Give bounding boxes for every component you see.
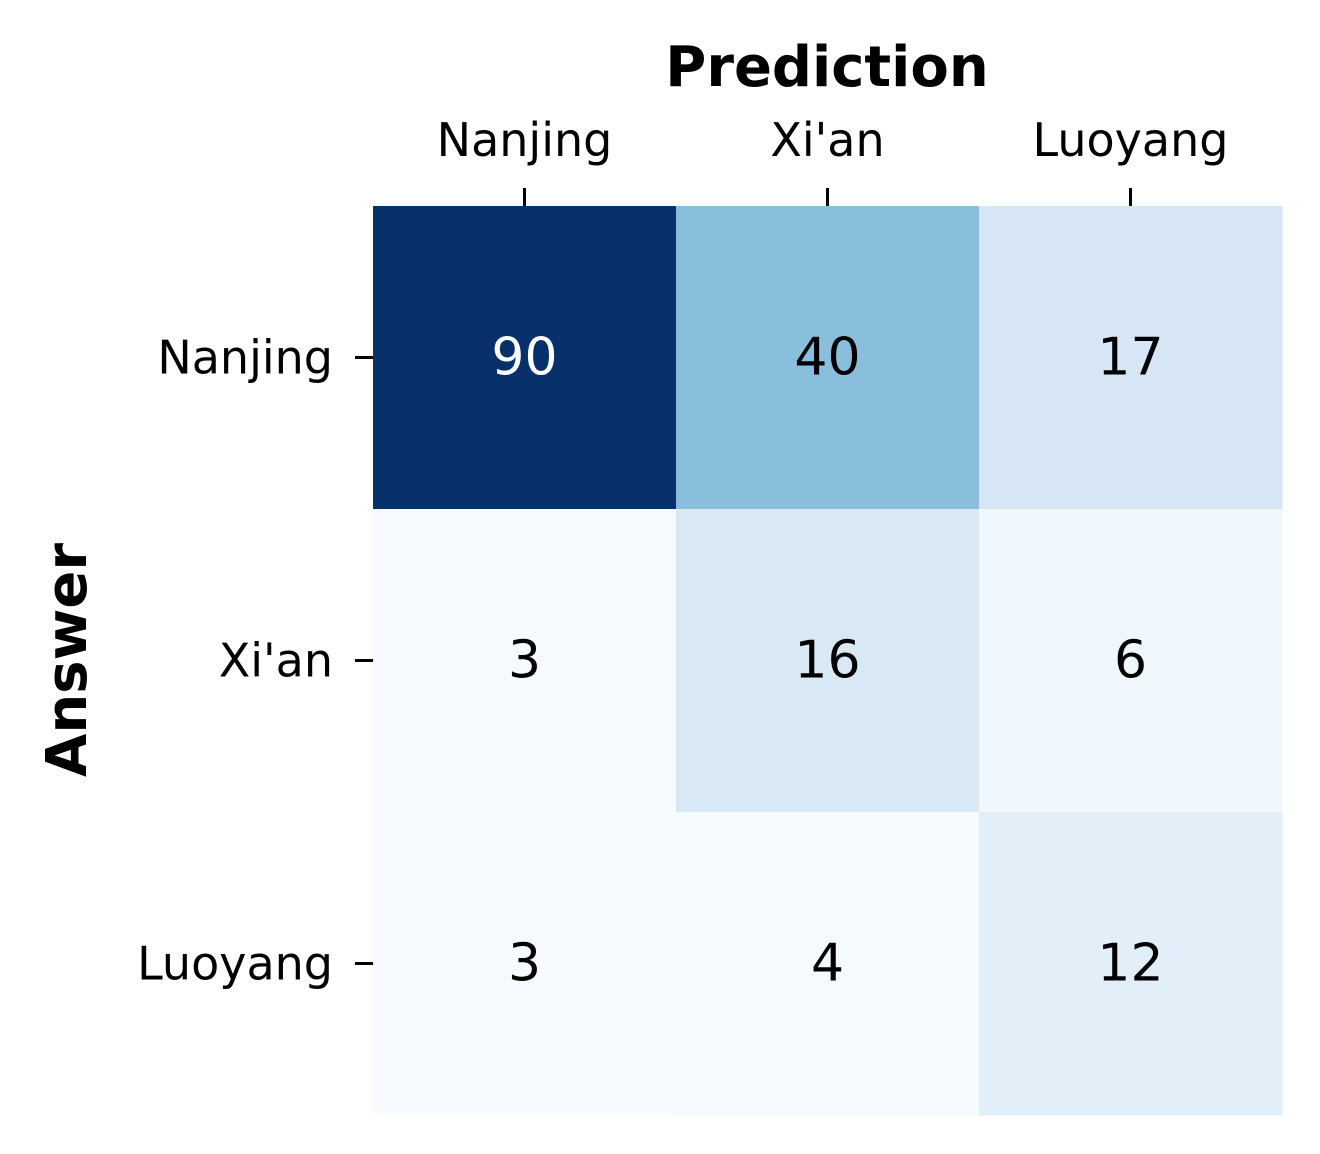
heatmap-cell: [373, 206, 677, 510]
x-axis-ticks: Nanjing Xi'an Luoyang: [437, 113, 1229, 206]
heatmap-cell: [676, 812, 980, 1116]
heatmap-cell: [979, 206, 1283, 510]
x-tick-label: Nanjing: [437, 113, 613, 167]
x-tick-label: Luoyang: [1033, 113, 1229, 167]
x-axis-title: Prediction: [665, 35, 988, 100]
cell-value-label: 40: [794, 328, 860, 388]
heatmap-cell: [373, 509, 677, 813]
cell-value-label: 90: [491, 328, 557, 388]
heatmap-cell: [373, 812, 677, 1116]
cell-value-label: 3: [508, 934, 541, 994]
cell-value-label: 3: [508, 631, 541, 691]
heatmap-cell: [979, 812, 1283, 1116]
heatmap-cell: [676, 509, 980, 813]
cell-value-label: 6: [1114, 631, 1147, 691]
heatmap-cell: [979, 509, 1283, 813]
cell-value-label: 16: [794, 631, 860, 691]
heatmap-cells: 90 40 17 3 16 6 3 4 12: [373, 206, 1283, 1116]
y-tick-label: Xi'an: [219, 634, 333, 688]
y-axis-ticks: Nanjing Xi'an Luoyang: [137, 331, 373, 991]
x-tick-label: Xi'an: [770, 113, 884, 167]
y-tick-label: Nanjing: [157, 331, 333, 385]
y-tick-label: Luoyang: [137, 937, 333, 991]
cell-value-label: 17: [1097, 328, 1163, 388]
cell-value-label: 4: [811, 934, 844, 994]
heatmap-cell: [676, 206, 980, 510]
cell-value-label: 12: [1097, 934, 1163, 994]
y-axis-title: Answer: [35, 543, 100, 777]
